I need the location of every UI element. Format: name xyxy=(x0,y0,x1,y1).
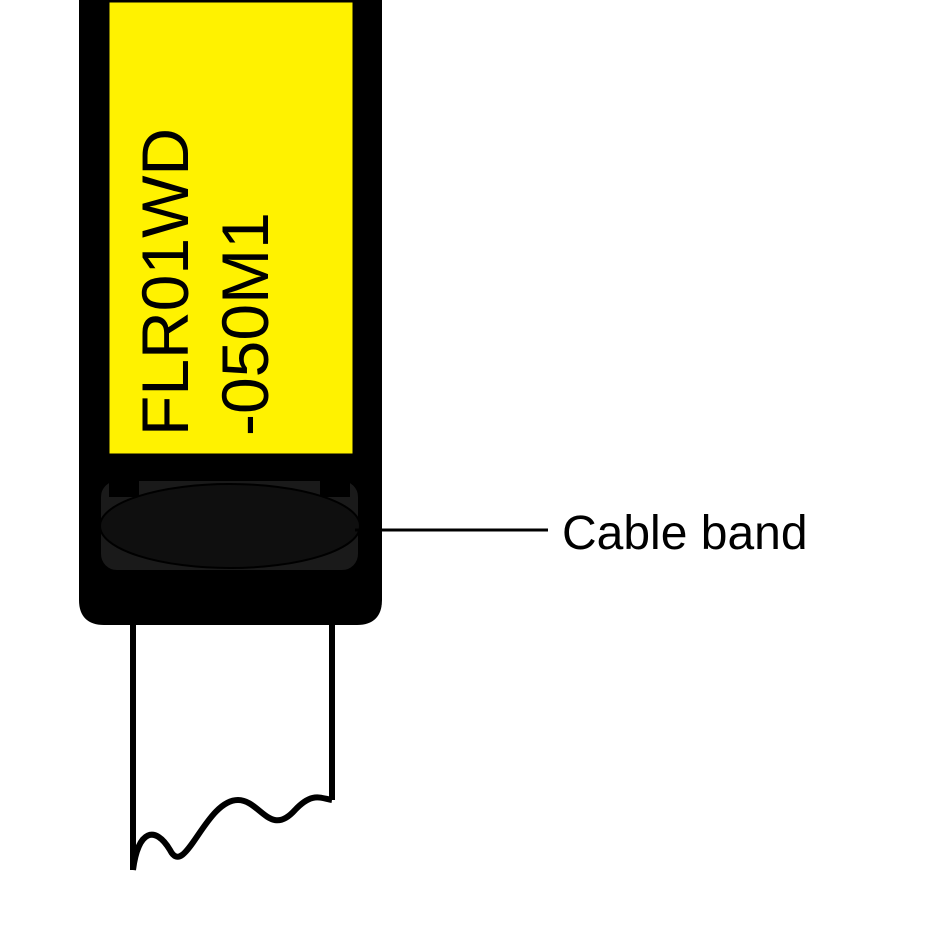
svg-text:FLR01WD: FLR01WD xyxy=(128,128,202,436)
callout-cable-band-label: Cable band xyxy=(562,506,808,561)
device-diagram: FLR01WD-050M1 xyxy=(0,0,937,930)
svg-text:-050M1: -050M1 xyxy=(208,212,282,436)
diagram-container: FLR01WD-050M1 Cable band xyxy=(0,0,937,930)
